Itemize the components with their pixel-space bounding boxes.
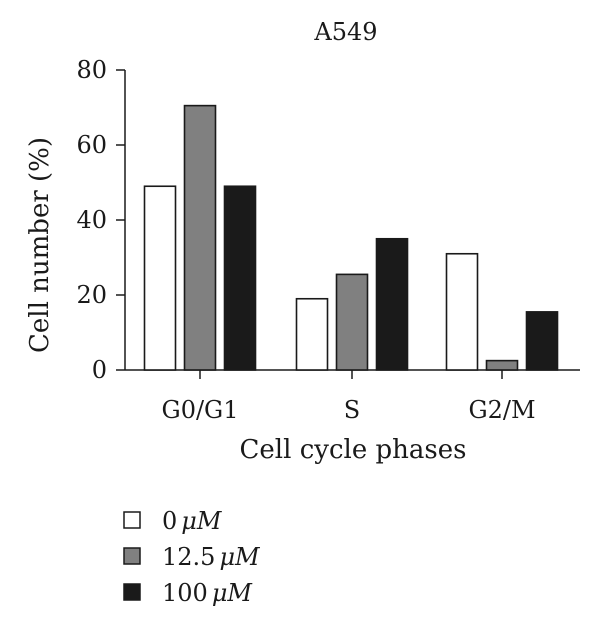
legend: 0 μM 12.5 μM 100 μM — [123, 507, 261, 607]
legend-label: 0 μM — [162, 507, 223, 535]
chart-title: A549 — [313, 18, 377, 46]
bar — [445, 252, 479, 371]
bar — [525, 311, 559, 371]
bar — [223, 185, 257, 371]
x-axis: G0/G1 S G2/M — [125, 369, 580, 424]
bar — [485, 359, 519, 371]
x-tick-label: G0/G1 — [162, 396, 239, 424]
x-tick-label: S — [344, 396, 360, 424]
bars — [143, 104, 559, 371]
y-axis: 0 20 40 60 80 — [76, 56, 126, 384]
bar — [295, 297, 329, 371]
bar — [143, 185, 177, 371]
y-tick-label: 20 — [76, 281, 107, 309]
x-tick-label: G2/M — [468, 396, 535, 424]
bar — [335, 273, 369, 371]
legend-swatch — [123, 511, 141, 529]
legend-swatch — [123, 547, 141, 565]
x-axis-label: Cell cycle phases — [240, 435, 467, 465]
legend-item: 100 μM — [123, 579, 253, 607]
legend-swatch — [123, 583, 141, 601]
y-tick-label: 40 — [76, 206, 107, 234]
legend-item: 12.5 μM — [123, 543, 261, 571]
bar — [183, 104, 217, 371]
bar — [375, 237, 409, 371]
y-axis-label: Cell number (%) — [25, 137, 55, 353]
y-tick-label: 0 — [92, 356, 107, 384]
legend-label: 100 μM — [162, 579, 253, 607]
legend-label: 12.5 μM — [162, 543, 261, 571]
y-tick-label: 60 — [76, 131, 107, 159]
y-tick-label: 80 — [76, 56, 107, 84]
legend-item: 0 μM — [123, 507, 223, 535]
